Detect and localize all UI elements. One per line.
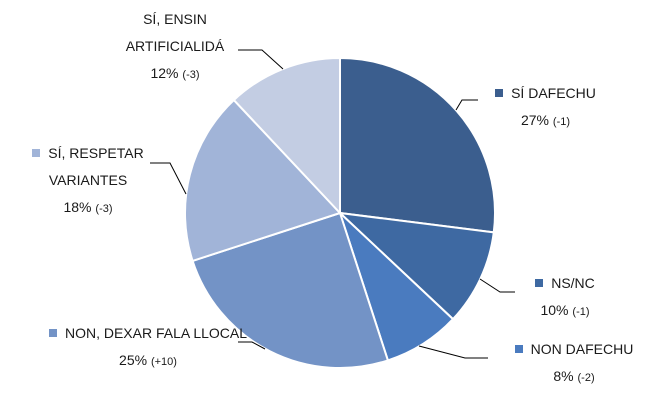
category-name: NON DAFECHU	[530, 341, 634, 357]
value-label: 18%	[63, 199, 92, 215]
slice-label: NS/NC 10% (-1)	[515, 270, 615, 326]
leader-line	[238, 341, 266, 350]
value-label: 12%	[150, 65, 179, 81]
legend-square	[514, 345, 523, 353]
pie-slice	[339, 56, 496, 234]
slice-label: NON DAFECHU 8% (-2)	[485, 336, 663, 392]
label-value-line: 10% (-1)	[515, 297, 615, 326]
value-label: 25%	[119, 352, 148, 368]
change-label: (-1)	[572, 306, 590, 318]
legend-square	[535, 279, 544, 287]
label-name-line: SÍ DAFECHU	[478, 80, 613, 107]
pie-slice	[184, 98, 342, 263]
leader-line	[150, 162, 187, 195]
change-label: (+10)	[150, 356, 177, 368]
label-value-line: 18% (-3)	[8, 194, 168, 223]
label-name-line: SÍ, RESPETAR VARIANTES	[8, 140, 168, 194]
slice-label: NON, DEXAR FALA LLOCAL 25% (+10)	[38, 320, 258, 376]
label-name-line: NON, DEXAR FALA LLOCAL	[38, 320, 258, 347]
leader-line	[238, 49, 284, 70]
label-value-line: 8% (-2)	[485, 363, 663, 392]
value-label: 8%	[553, 368, 574, 384]
label-name-line: NON DAFECHU	[485, 336, 663, 363]
category-name: NON, DEXAR FALA LLOCAL	[64, 325, 248, 341]
legend-square	[48, 329, 57, 337]
leader-line	[479, 278, 515, 293]
change-label: (-1)	[552, 116, 571, 128]
value-label: 10%	[540, 302, 569, 318]
category-name: NS/NC	[551, 275, 595, 291]
category-name: SÍ, RESPETAR VARIANTES	[48, 145, 144, 188]
label-value-line: 25% (+10)	[38, 347, 258, 376]
slice-label: SÍ, ENSIN ARTIFICIALIDÁ 12% (-3)	[110, 6, 240, 89]
slice-label: SÍ, RESPETAR VARIANTES 18% (-3)	[8, 140, 168, 223]
leader-line	[455, 99, 478, 111]
category-name: SÍ DAFECHU	[511, 85, 596, 101]
legend-square	[32, 149, 41, 157]
label-name-line: SÍ, ENSIN ARTIFICIALIDÁ	[110, 6, 240, 60]
label-name-line: NS/NC	[515, 270, 615, 297]
value-label: 27%	[520, 112, 550, 128]
change-label: (-2)	[577, 372, 595, 384]
label-value-line: 27% (-1)	[478, 107, 613, 136]
label-value-line: 12% (-3)	[110, 60, 240, 89]
legend-square	[495, 89, 504, 97]
change-label: (-3)	[182, 69, 200, 81]
slice-label: SÍ DAFECHU 27% (-1)	[478, 80, 613, 136]
leader-line	[418, 345, 488, 359]
category-name: SÍ, ENSIN ARTIFICIALIDÁ	[125, 11, 225, 54]
change-label: (-3)	[95, 203, 113, 215]
pie-slice	[191, 211, 390, 369]
